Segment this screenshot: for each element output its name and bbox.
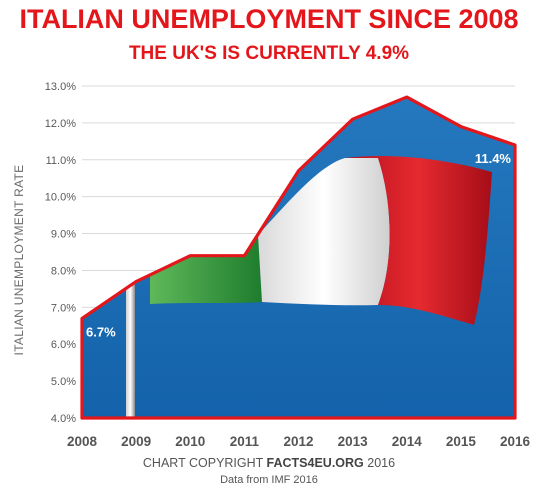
copyright-footer: CHART COPYRIGHT FACTS4EU.ORG 2016 bbox=[0, 456, 538, 470]
source-footer: Data from IMF 2016 bbox=[220, 474, 318, 486]
copyright-year: 2016 bbox=[363, 456, 396, 470]
x-tick-label: 2013 bbox=[338, 434, 369, 449]
y-tick-label: 6.0% bbox=[51, 339, 76, 351]
y-tick-label: 9.0% bbox=[51, 229, 76, 241]
series-line bbox=[80, 95, 517, 420]
x-tick-label: 2015 bbox=[446, 434, 477, 449]
y-tick-labels: 4.0% 5.0% 6.0% 7.0% 8.0% 9.0% 10.0% 11.0% 12.0% 1… bbox=[45, 81, 76, 425]
y-tick-label: 12.0% bbox=[45, 118, 76, 130]
x-tick-label: 2011 bbox=[230, 434, 260, 449]
chart-title: ITALIAN UNEMPLOYMENT SINCE 2008 bbox=[19, 4, 519, 34]
chart-subtitle: THE UK'S IS CURRENTLY 4.9% bbox=[128, 43, 410, 64]
x-tick-label: 2009 bbox=[121, 434, 151, 449]
data-label: 11.4% bbox=[475, 151, 512, 166]
x-tick-labels: 2008 2009 2010 2011 2012 2013 2014 2015 2016 bbox=[67, 434, 531, 449]
y-tick-label: 10.0% bbox=[45, 192, 76, 204]
y-tick-label: 8.0% bbox=[51, 265, 76, 277]
x-tick-label: 2008 bbox=[67, 434, 98, 449]
y-tick-label: 4.0% bbox=[51, 413, 76, 425]
flag-red-band bbox=[345, 155, 492, 325]
y-tick-label: 5.0% bbox=[51, 376, 76, 388]
y-tick-label: 13.0% bbox=[45, 81, 76, 93]
x-tick-label: 2010 bbox=[175, 434, 205, 449]
copyright-brand: FACTS4EU.ORG bbox=[266, 456, 364, 470]
x-tick-label: 2012 bbox=[283, 434, 313, 449]
x-tick-label: 2016 bbox=[500, 434, 531, 449]
x-tick-label: 2014 bbox=[392, 434, 423, 449]
y-tick-label: 7.0% bbox=[51, 302, 76, 314]
data-label: 6.7% bbox=[86, 324, 116, 339]
flagpole-shape bbox=[126, 240, 135, 419]
flag-green-band bbox=[150, 235, 262, 304]
y-tick-label: 11.0% bbox=[46, 155, 77, 167]
copyright-prefix: CHART COPYRIGHT bbox=[142, 456, 267, 470]
data-labels: 6.7% 11.4% bbox=[86, 151, 511, 339]
flag-white-band bbox=[258, 158, 390, 306]
